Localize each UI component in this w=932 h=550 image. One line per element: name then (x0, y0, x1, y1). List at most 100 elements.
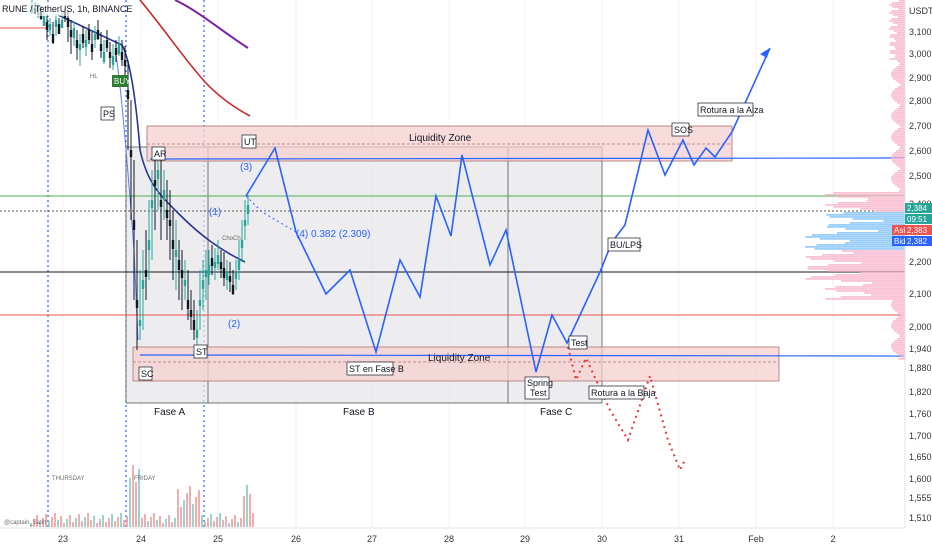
volume-profile (805, 0, 905, 360)
candle-body (138, 320, 142, 326)
candle-body (57, 24, 61, 34)
volume-profile-bar (889, 12, 905, 14)
volume-profile-bar (895, 310, 905, 312)
candle-body (78, 44, 82, 50)
volume-profile-bar (861, 262, 905, 264)
price-tag-bg (905, 236, 932, 246)
volume-bar (90, 520, 92, 527)
volume-bar (222, 520, 224, 527)
volume-profile-bar (849, 222, 905, 224)
candle-body (93, 34, 97, 40)
volume-bar (117, 517, 119, 527)
volume-profile-bar (894, 142, 905, 144)
candle-body (105, 40, 109, 48)
y-tick-label: 2,500 (909, 171, 932, 181)
volume-bar (78, 514, 80, 527)
volume-profile-bar (844, 242, 905, 244)
y-tick-label: 2,700 (909, 121, 932, 131)
price-axis[interactable]: USDT 3,100 3,000 2,900 2,800 2,700 2,600 2,500… (892, 0, 932, 528)
volume-profile-bar (891, 114, 905, 116)
volume-profile-bar (894, 100, 905, 102)
volume-bar (96, 523, 98, 527)
volume-bar (99, 519, 101, 527)
volume-profile-bar (891, 76, 905, 78)
volume-profile-bar (826, 226, 905, 228)
volume-profile-bar (894, 46, 905, 48)
volume-profile-bar (897, 312, 905, 314)
volume-profile-bar (832, 192, 905, 194)
volume-profile-bar (891, 134, 905, 136)
volume-profile-bar (899, 62, 905, 64)
buy-signal-badge (112, 75, 128, 87)
volume-bar (69, 515, 71, 527)
projection-arrow-head (760, 48, 770, 58)
volume-profile-bar (892, 98, 905, 100)
time-axis[interactable]: 23 24 25 26 27 28 29 30 31 Feb 2 (0, 527, 932, 550)
candle-body (213, 262, 217, 268)
volume-bar (111, 514, 113, 527)
hl-label: HL (90, 74, 98, 80)
volume-profile-bar (892, 140, 905, 142)
y-tick-label: 2,800 (909, 96, 932, 106)
volume-profile-bar (891, 348, 905, 350)
candle-body (144, 270, 148, 277)
volume-profile-bar (829, 216, 905, 218)
volume-profile-bar (896, 66, 905, 68)
volume-bar (81, 521, 83, 527)
volume-profile-bar (835, 274, 905, 276)
volume-bar (57, 520, 59, 527)
candle-body (240, 240, 244, 248)
y-tick-label: 1,820 (909, 387, 932, 397)
volume-bar (132, 465, 134, 527)
volume-profile-bar (891, 2, 905, 4)
x-tick-label: 2 (830, 534, 835, 544)
volume-bar (129, 478, 131, 527)
volume-profile-bar (891, 344, 905, 346)
volume-bar (114, 521, 116, 527)
y-tick-label: 1,700 (909, 431, 932, 441)
label-spring-test: Spring Test (524, 376, 553, 400)
candle-body (204, 270, 208, 277)
volume-profile-bar (891, 322, 905, 324)
candle-body (219, 262, 223, 269)
label-sc: SC (138, 366, 154, 381)
volume-bar (102, 515, 104, 527)
x-tick-label: Feb (748, 534, 764, 544)
volume-profile-bar (899, 334, 905, 336)
volume-bar (138, 469, 140, 527)
volume-profile-bar (852, 252, 905, 254)
volume-profile-bar (897, 86, 905, 88)
x-tick-label: 29 (520, 534, 530, 544)
volume-profile-bar (840, 296, 905, 298)
volume-profile-bar (893, 320, 905, 322)
horizontal-levels (0, 27, 906, 357)
candle-body (225, 272, 229, 280)
ma-fast (57, 14, 246, 263)
candle-body (84, 40, 88, 47)
y-tick-label: 3,000 (909, 49, 932, 59)
volume-bar (159, 516, 161, 527)
label-sos: SOS (671, 122, 693, 137)
day-marker-friday: FRIDAY (134, 476, 156, 482)
volume-profile-bar (889, 28, 905, 30)
volume-profile-bar (889, 4, 905, 6)
price-tag-label: 2,383 (907, 226, 928, 235)
volume-bar (225, 516, 227, 527)
price-tag-label: Bid (894, 237, 906, 246)
volume-profile-bar (871, 294, 905, 296)
volume-profile-bar (833, 206, 905, 208)
y-tick-label: 2,600 (909, 146, 932, 156)
volume-bar (42, 518, 44, 527)
volume-profile-bar (825, 194, 905, 196)
candle-body (75, 40, 79, 48)
volume-profile-bar (811, 276, 905, 278)
volume-profile-bar (895, 352, 905, 354)
volume-bar (171, 522, 173, 527)
volume-profile-bar (900, 188, 905, 190)
volume-profile-bar (825, 298, 905, 300)
svg-text:UT: UT (244, 137, 256, 147)
volume-profile-bar (843, 212, 905, 214)
y-tick-label: 2,100 (909, 289, 932, 299)
volume-profile-bar (892, 300, 905, 302)
